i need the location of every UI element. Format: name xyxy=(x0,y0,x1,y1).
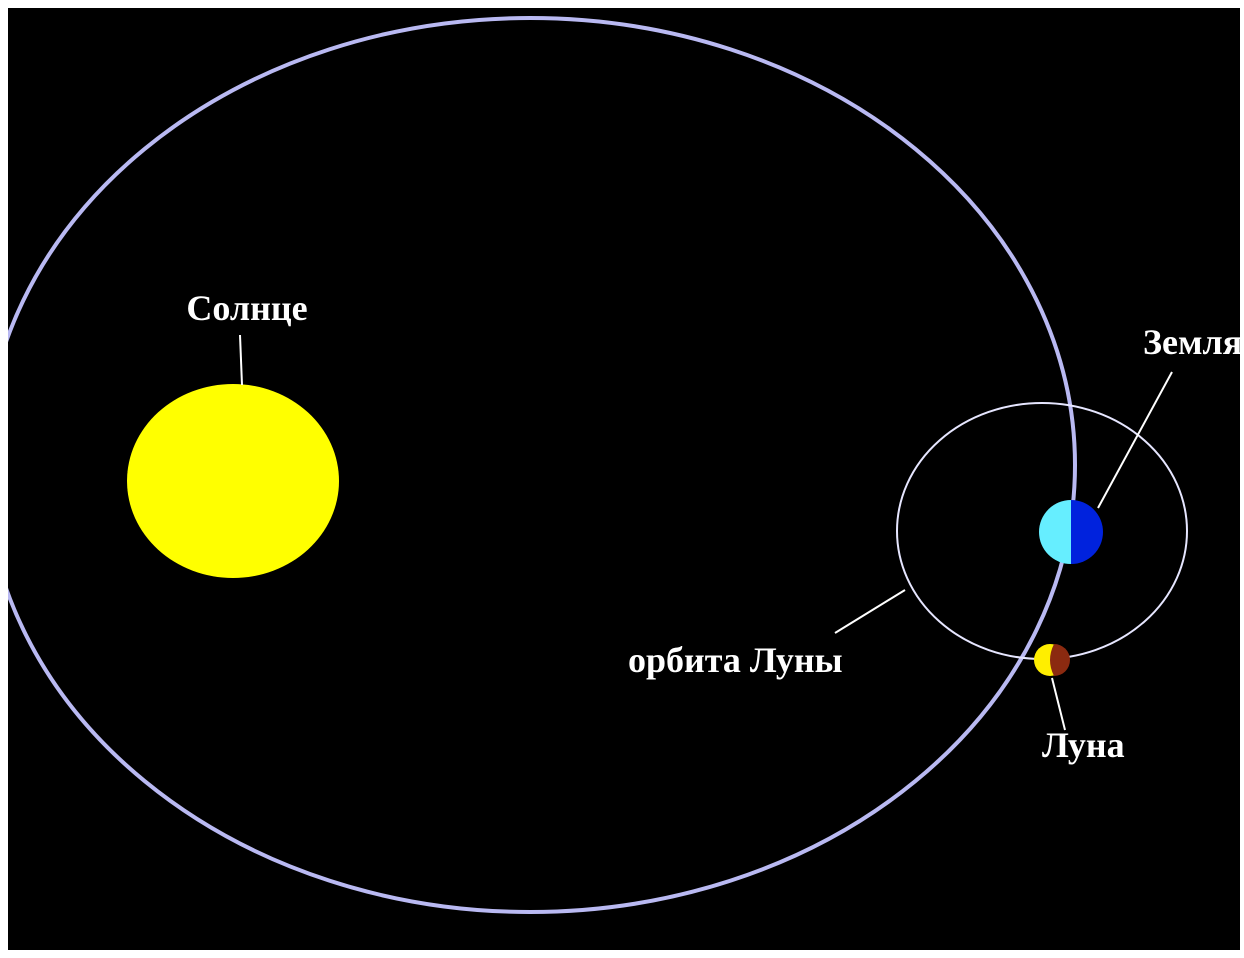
sun-label: Солнце xyxy=(186,288,307,328)
moon-label: Луна xyxy=(1042,725,1125,765)
diagram: Солнце Земля орбита Луны Луна xyxy=(0,0,1244,958)
moon-orbit-label: орбита Луны xyxy=(628,640,843,680)
sun xyxy=(127,384,339,578)
earth-label: Земля xyxy=(1143,322,1242,362)
page: Солнце Земля орбита Луны Луна (() => { c… xyxy=(0,0,1244,958)
